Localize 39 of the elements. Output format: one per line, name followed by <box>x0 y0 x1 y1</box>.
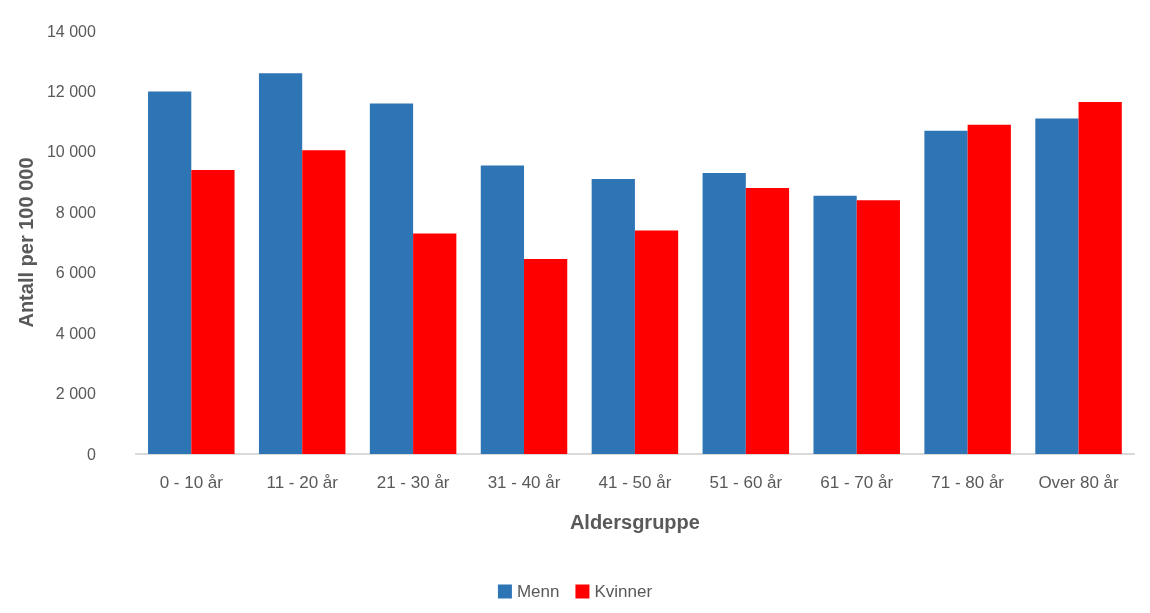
bar <box>1035 118 1079 454</box>
bar <box>813 195 857 454</box>
bar <box>702 173 746 454</box>
y-tick-label: 10 000 <box>46 143 96 161</box>
legend-label: Menn <box>516 582 560 601</box>
bar <box>745 188 790 454</box>
x-tick-label: 31 - 40 år <box>487 473 561 492</box>
bar <box>413 233 457 454</box>
x-tick-label: 71 - 80 år <box>931 473 1005 492</box>
bar <box>258 73 303 454</box>
bar <box>480 165 525 454</box>
x-axis-title: Aldersgruppe <box>569 511 700 533</box>
bar <box>634 230 679 454</box>
bar <box>302 150 346 454</box>
y-tick-label: 8 000 <box>55 203 96 221</box>
bar <box>191 169 235 454</box>
bar <box>924 130 968 454</box>
x-tick-label: 11 - 20 år <box>266 473 339 492</box>
y-tick-label: 12 000 <box>46 82 96 100</box>
legend-label: Kvinner <box>594 582 653 601</box>
y-axis-title: Antall per 100 000 <box>15 157 37 328</box>
bar <box>967 124 1011 454</box>
y-tick-label: 0 <box>86 445 96 463</box>
y-tick-label: 6 000 <box>55 264 96 282</box>
bar <box>591 179 635 454</box>
y-tick-label: 4 000 <box>55 324 96 342</box>
bar <box>369 103 414 454</box>
x-tick-label: 61 - 70 år <box>820 473 894 492</box>
x-tick-label: 0 - 10 år <box>159 473 224 492</box>
bar <box>524 259 568 454</box>
bar <box>1078 102 1122 454</box>
y-tick-label: 14 000 <box>46 22 96 40</box>
bar <box>856 200 900 454</box>
x-tick-label: Over 80 år <box>1038 473 1120 492</box>
y-tick-label: 2 000 <box>55 385 96 403</box>
x-tick-label: 41 - 50 år <box>598 473 672 492</box>
bar <box>148 91 192 454</box>
x-tick-label: 51 - 60 år <box>709 473 783 492</box>
x-tick-label: 21 - 30 år <box>376 473 450 492</box>
